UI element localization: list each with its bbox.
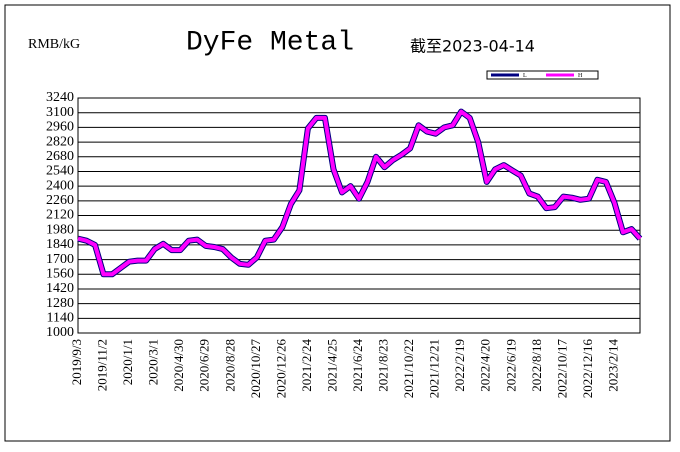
y-tick-label: 2400 bbox=[46, 178, 74, 193]
x-tick-label: 2020/6/29 bbox=[197, 339, 212, 392]
y-tick-label: 1980 bbox=[46, 222, 74, 237]
y-tick-label: 2820 bbox=[46, 134, 74, 149]
x-tick-label: 2020/4/30 bbox=[171, 339, 186, 392]
y-tick-label: 3240 bbox=[46, 90, 74, 105]
y-axis-label: RMB/kG bbox=[28, 37, 80, 52]
x-tick-label: 2022/2/19 bbox=[452, 339, 467, 392]
x-tick-label: 2021/8/23 bbox=[376, 339, 391, 392]
x-tick-label: 2020/10/27 bbox=[248, 339, 263, 399]
x-tick-label: 2021/6/24 bbox=[350, 339, 365, 392]
x-tick-label: 2021/12/21 bbox=[427, 339, 442, 398]
x-tick-label: 2020/12/26 bbox=[273, 339, 288, 399]
plot-frame bbox=[77, 97, 641, 334]
y-tick-label: 2680 bbox=[46, 149, 74, 164]
x-tick-label: 2019/11/2 bbox=[95, 339, 110, 391]
chart-title: DyFe Metal bbox=[186, 27, 354, 58]
x-tick-label: 2021/10/22 bbox=[401, 339, 416, 398]
x-tick-label: 2021/4/25 bbox=[324, 339, 339, 392]
y-tick-label: 1000 bbox=[46, 325, 74, 340]
y-tick-label: 2120 bbox=[46, 208, 74, 223]
x-tick-label: 2020/8/28 bbox=[222, 339, 237, 392]
y-tick-label: 1420 bbox=[46, 281, 74, 296]
x-tick-label: 2021/2/24 bbox=[299, 339, 314, 392]
y-tick-label: 1840 bbox=[46, 237, 74, 252]
x-tick-label: 2020/3/1 bbox=[146, 339, 161, 385]
y-tick-label: 1700 bbox=[46, 252, 74, 267]
line-series bbox=[77, 109, 642, 277]
x-tick-label: 2022/12/16 bbox=[580, 339, 595, 399]
x-tick-label: 2022/10/17 bbox=[554, 339, 569, 399]
y-tick-label: 2260 bbox=[46, 193, 74, 208]
y-tick-label: 1560 bbox=[46, 266, 74, 281]
y-tick-label: 3100 bbox=[46, 105, 74, 120]
x-tick-label: 2022/8/18 bbox=[529, 339, 544, 392]
y-tick-label: 2540 bbox=[46, 164, 74, 179]
x-tick-label: 2019/9/3 bbox=[69, 339, 84, 385]
x-tick-label: 2022/4/20 bbox=[478, 339, 493, 392]
legend-label: L bbox=[523, 73, 527, 79]
y-tick-label: 1280 bbox=[46, 296, 74, 311]
chart-subtitle: 截至2023-04-14 bbox=[410, 37, 535, 56]
x-tick-label: 2020/1/1 bbox=[120, 339, 135, 385]
legend-box bbox=[486, 70, 599, 80]
y-tick-label: 2960 bbox=[46, 120, 74, 135]
legend-label: H bbox=[578, 73, 583, 79]
y-tick-label: 1140 bbox=[47, 311, 74, 326]
x-tick-label: 2023/2/14 bbox=[605, 339, 620, 392]
x-tick-label: 2022/6/19 bbox=[503, 339, 518, 392]
